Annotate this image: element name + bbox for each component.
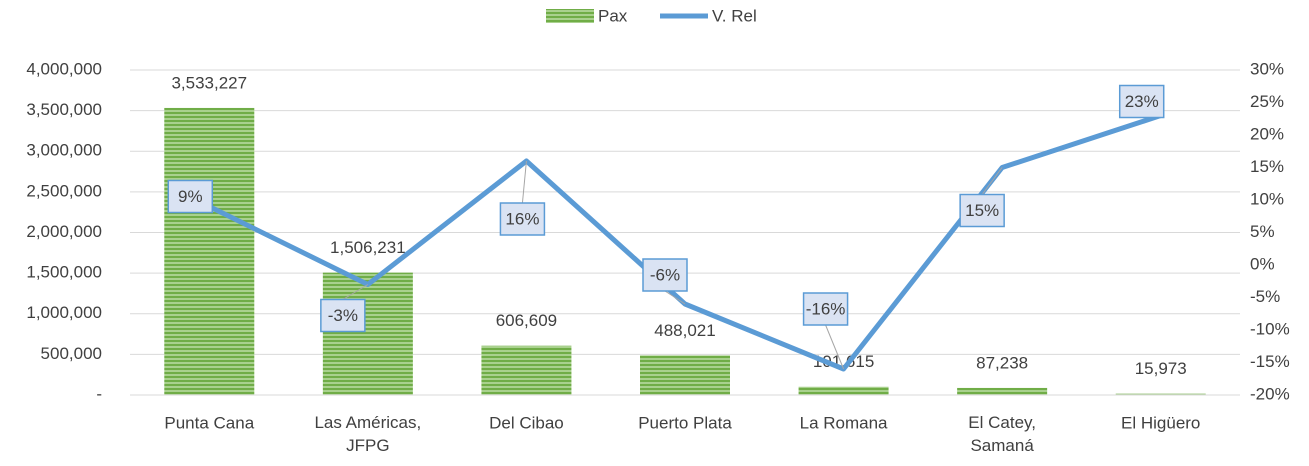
bar <box>798 386 889 395</box>
y2-tick-label: 10% <box>1250 189 1284 208</box>
line-value-label: -6% <box>650 265 680 284</box>
y2-tick-label: 5% <box>1250 222 1275 241</box>
bar <box>164 107 255 396</box>
leader-line <box>825 324 845 370</box>
y-tick-label: 1,500,000 <box>26 263 102 282</box>
y-tick-label: 2,500,000 <box>26 181 102 200</box>
line-label-box <box>499 202 546 236</box>
bar <box>957 387 1048 395</box>
y-tick-label: 3,500,000 <box>26 100 102 119</box>
line-value-label: 9% <box>178 187 203 206</box>
line-value-label: 23% <box>1125 92 1159 111</box>
line-label-box <box>802 292 849 326</box>
bar-value-label: 3,533,227 <box>171 73 247 92</box>
bar-value-label: 15,973 <box>1135 359 1187 378</box>
y2-tick-label: -20% <box>1250 384 1290 403</box>
bar <box>322 272 413 395</box>
y2-tick-label: -10% <box>1250 319 1290 338</box>
x-tick-label: Punta Cana <box>164 413 254 432</box>
y-tick-label: - <box>96 384 102 403</box>
x-tick-label: Del Cibao <box>489 413 564 432</box>
leader-line <box>342 284 369 300</box>
x-tick-label: La Romana <box>800 413 888 432</box>
line-value-label: 16% <box>505 209 539 228</box>
x-tick-label: Las Américas, JFPG <box>314 413 421 455</box>
legend-label: Pax <box>598 6 628 25</box>
bar <box>481 345 572 395</box>
x-tick-label: Puerto Plata <box>638 413 732 432</box>
y-tick-label: 1,000,000 <box>26 303 102 322</box>
line-label-box <box>1118 84 1165 119</box>
bar-value-label: 101,615 <box>813 352 874 371</box>
y-tick-label: 4,000,000 <box>26 59 102 78</box>
line-value-label: 15% <box>965 201 999 220</box>
legend-swatch <box>546 9 594 23</box>
line-value-label: -16% <box>806 299 846 318</box>
line-label-box <box>320 298 366 333</box>
y-tick-label: 3,000,000 <box>26 141 102 160</box>
y2-tick-label: 25% <box>1250 92 1284 111</box>
y2-tick-label: 20% <box>1250 124 1284 143</box>
leader-line <box>664 290 686 305</box>
bar-value-label: 87,238 <box>976 353 1028 372</box>
y2-tick-label: 30% <box>1250 59 1284 78</box>
bar <box>640 355 730 395</box>
y2-tick-label: 15% <box>1250 157 1284 176</box>
bar-value-label: 606,609 <box>496 311 557 330</box>
line-label-box <box>959 193 1005 228</box>
legend-label: V. Rel <box>712 6 757 25</box>
y2-tick-label: -15% <box>1250 352 1290 371</box>
bar <box>1115 393 1206 395</box>
y2-tick-label: 0% <box>1250 254 1275 273</box>
x-tick-label: El Higüero <box>1121 413 1200 432</box>
line-value-label: -3% <box>328 306 358 325</box>
x-tick-label: El Catey, Samaná <box>968 413 1036 455</box>
y2-tick-label: -5% <box>1250 287 1280 306</box>
leader-line <box>521 160 527 204</box>
y-tick-label: 500,000 <box>41 344 102 363</box>
line-label-box <box>167 179 214 214</box>
leader-line <box>981 167 1003 195</box>
bar-value-label: 1,506,231 <box>330 238 406 257</box>
line-label-box <box>642 258 688 292</box>
y-tick-label: 2,000,000 <box>26 222 102 241</box>
bar-value-label: 488,021 <box>654 321 715 340</box>
